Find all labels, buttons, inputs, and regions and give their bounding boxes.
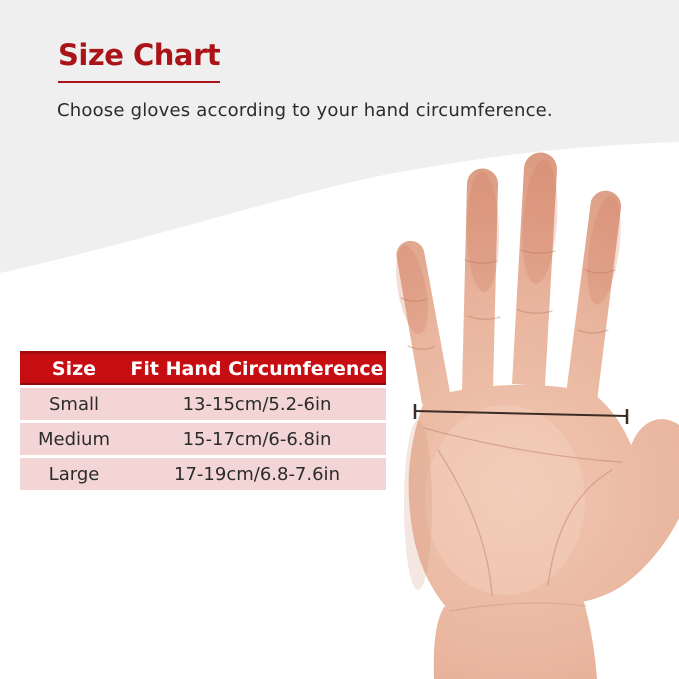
table-row-small: Small 13-15cm/5.2-6in	[20, 388, 386, 420]
table-header-size: Size	[51, 357, 97, 380]
table-row-medium: Medium 15-17cm/6-6.8in	[20, 423, 386, 455]
open-palm-hand-photo	[396, 152, 679, 679]
palm-creases	[400, 249, 623, 612]
table-header-row: Size Fit Hand Circumference	[20, 351, 386, 385]
circumference-cell: 13-15cm/5.2-6in	[182, 393, 332, 415]
page-title: Size Chart	[58, 38, 221, 83]
hand-circumference-measurement-line	[413, 404, 629, 424]
pinky-finger	[396, 240, 451, 404]
size-cell: Large	[48, 463, 100, 485]
table-row-large: Large 17-19cm/6.8-7.6in	[20, 458, 386, 490]
middle-finger	[512, 152, 558, 386]
page-subtitle: Choose gloves according to your hand cir…	[57, 100, 553, 121]
circumference-cell: 17-19cm/6.8-7.6in	[174, 463, 340, 485]
size-cell: Medium	[38, 428, 110, 450]
circumference-cell: 15-17cm/6-6.8in	[182, 428, 332, 450]
size-chart-table: Size Fit Hand Circumference Small 13-15c…	[20, 351, 386, 490]
thumb	[577, 419, 679, 602]
table-header-circumference: Fit Hand Circumference	[130, 357, 384, 380]
index-finger	[566, 190, 622, 401]
size-cell: Small	[49, 393, 99, 415]
header-curve-background	[0, 0, 679, 273]
ring-finger	[462, 168, 499, 390]
